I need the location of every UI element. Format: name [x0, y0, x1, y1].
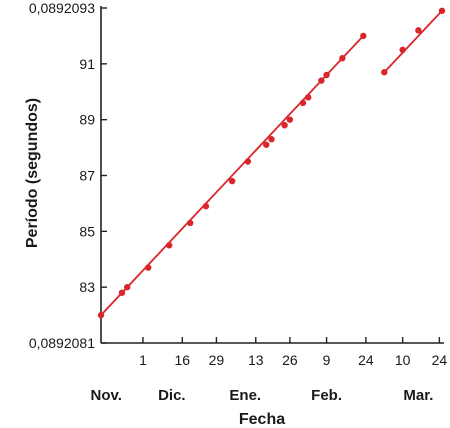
series-line-segment-1 — [100, 35, 364, 316]
data-point — [339, 55, 346, 62]
x-tick-label: 24 — [432, 352, 448, 368]
data-point — [399, 46, 406, 54]
x-axis-title: Fecha — [239, 411, 285, 428]
data-point — [299, 99, 307, 107]
x-month-label: Ene. — [229, 387, 261, 404]
x-tick-label: 1 — [139, 352, 147, 368]
x-tick-label: 16 — [175, 352, 191, 368]
data-point — [286, 116, 294, 123]
x-tick-label: 10 — [395, 352, 411, 368]
axes-layer — [100, 6, 444, 344]
y-tick-label: 87 — [79, 168, 95, 184]
y-tick-label: 83 — [79, 279, 95, 295]
x-tick-label: 26 — [282, 352, 298, 368]
y-tick-label: 0,0892081 — [29, 335, 95, 351]
data-point — [381, 69, 388, 76]
x-month-label: Nov. — [91, 387, 122, 404]
x-tick-label: 24 — [358, 352, 374, 368]
series-layer — [97, 7, 446, 319]
data-point — [202, 203, 210, 210]
data-point — [318, 77, 325, 84]
x-month-label: Mar. — [403, 387, 433, 404]
data-point — [305, 94, 312, 101]
data-point — [415, 27, 422, 34]
data-point — [186, 219, 194, 227]
data-point — [118, 289, 126, 296]
x-month-label: Dic. — [158, 387, 186, 404]
data-point — [97, 311, 105, 319]
data-point — [438, 7, 446, 14]
label-layer: 0,0892081 83 85 87 89 91 0,0892093 1 16 29 13 26 9 24… — [29, 0, 448, 404]
data-point — [228, 177, 236, 185]
data-point — [166, 242, 173, 249]
y-tick-label: 85 — [79, 223, 95, 239]
data-point — [323, 71, 330, 79]
x-tick-label: 9 — [323, 352, 331, 368]
data-point — [263, 141, 270, 148]
data-point — [281, 122, 288, 129]
y-tick-label: 91 — [79, 56, 95, 72]
y-tick-label: 0,0892093 — [29, 0, 95, 16]
data-point — [360, 32, 367, 40]
data-point — [145, 264, 152, 271]
y-axis-title: Período (segundos) — [24, 98, 41, 248]
x-tick-label: 29 — [209, 352, 225, 368]
series-line-segment-2 — [383, 10, 443, 73]
data-point — [124, 283, 131, 291]
x-tick-label: 13 — [248, 352, 264, 368]
data-point — [244, 158, 252, 165]
data-point — [268, 136, 275, 143]
y-tick-label: 89 — [79, 112, 95, 128]
x-month-label: Feb. — [311, 387, 342, 404]
